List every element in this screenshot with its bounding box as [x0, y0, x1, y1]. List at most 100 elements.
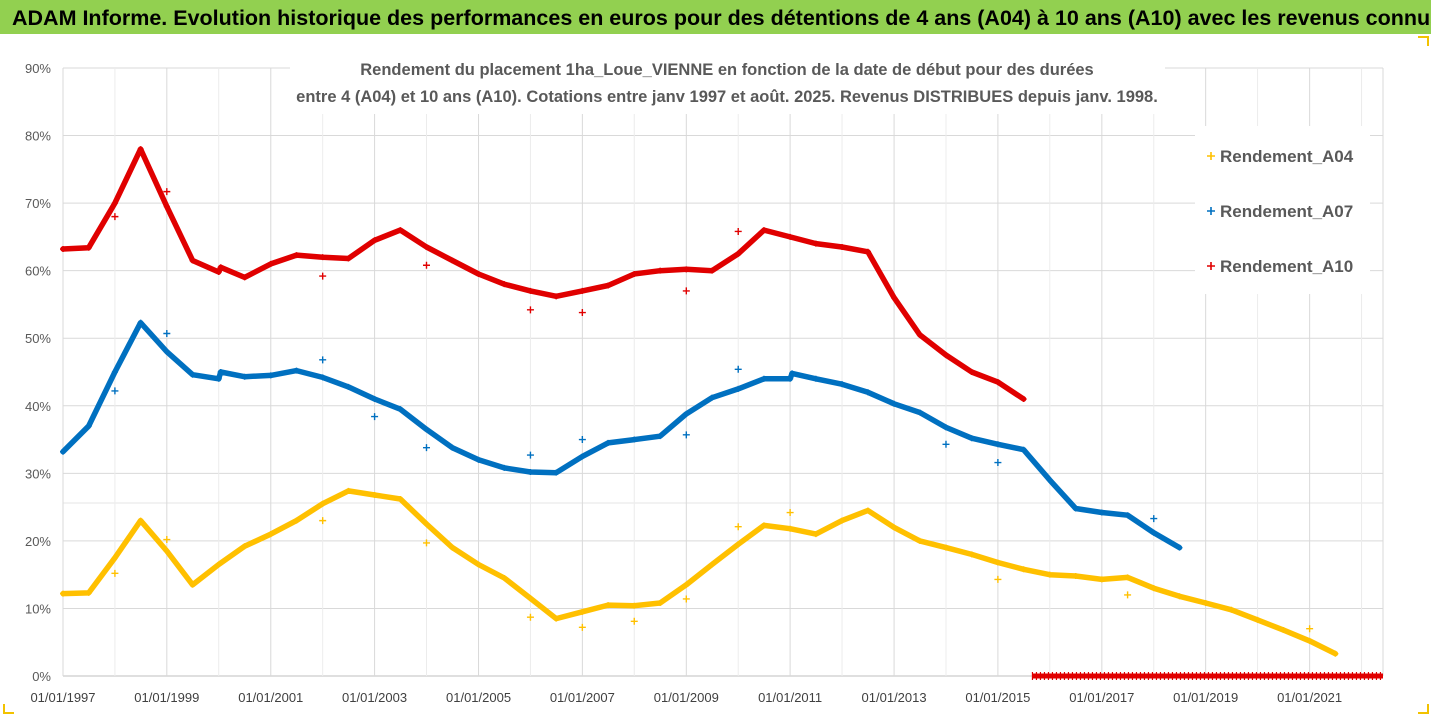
data-point	[839, 381, 846, 388]
data-point	[709, 561, 716, 568]
data-point	[968, 551, 975, 558]
data-point	[137, 146, 144, 153]
data-point	[293, 252, 300, 259]
data-point	[241, 543, 248, 550]
data-point	[968, 435, 975, 442]
x-tick-label: 01/01/2013	[862, 690, 927, 705]
data-point	[1072, 573, 1079, 580]
data-point	[968, 369, 975, 375]
data-point	[501, 464, 508, 471]
series-line	[60, 319, 1183, 551]
data-point	[683, 266, 690, 273]
data-point	[631, 271, 638, 278]
data-point	[371, 491, 378, 498]
data-point	[1176, 593, 1183, 600]
chart-banner-title: ADAM Informe. Evolution historique des p…	[0, 0, 1431, 34]
data-point	[657, 433, 664, 440]
chart-legend: Rendement_A04 Rendement_A07 Rendement_A10	[1195, 126, 1370, 294]
outlier-point	[682, 595, 690, 603]
data-point	[735, 250, 742, 257]
legend-marker	[1207, 207, 1215, 215]
data-point	[449, 444, 456, 451]
data-point	[1098, 509, 1105, 516]
data-point	[137, 319, 144, 326]
outlier-point	[422, 539, 430, 547]
data-point	[657, 600, 664, 607]
data-point	[1332, 650, 1339, 657]
data-point	[189, 371, 196, 378]
outlier-point	[422, 444, 430, 452]
outlier-point	[111, 213, 119, 221]
y-tick-label: 80%	[25, 129, 51, 144]
x-tick-label: 01/01/2009	[654, 690, 719, 705]
data-point	[760, 227, 767, 234]
outlier-point	[526, 451, 534, 459]
data-point	[553, 293, 560, 300]
x-tick-label: 01/01/2005	[446, 690, 511, 705]
outlier-point	[371, 413, 379, 421]
y-tick-label: 40%	[25, 399, 51, 414]
data-point	[942, 544, 949, 551]
data-point	[163, 348, 170, 355]
data-point	[1306, 637, 1313, 644]
data-point	[994, 559, 1001, 566]
data-point	[839, 244, 846, 251]
data-point	[1020, 446, 1027, 453]
outlier-point	[994, 459, 1002, 467]
data-point	[1150, 529, 1157, 536]
outlier-point	[319, 356, 327, 364]
outlier-point	[1306, 625, 1314, 633]
data-point	[1046, 571, 1053, 578]
outlier-point	[163, 329, 171, 337]
data-point	[916, 537, 923, 544]
data-point	[449, 544, 456, 551]
x-tick-label: 01/01/2003	[342, 690, 407, 705]
x-tick-label: 01/01/2007	[550, 690, 615, 705]
data-point	[345, 487, 352, 494]
data-point	[267, 372, 274, 379]
outlier-point	[526, 306, 534, 314]
data-point	[864, 507, 871, 514]
data-point	[735, 541, 742, 548]
data-point	[293, 367, 300, 374]
data-point	[345, 255, 352, 262]
data-point	[241, 274, 248, 281]
data-point	[371, 396, 378, 403]
data-point	[1150, 585, 1157, 592]
data-point	[709, 267, 716, 274]
data-point	[163, 203, 170, 210]
data-point	[85, 244, 92, 251]
data-point	[1280, 627, 1287, 634]
data-point	[475, 561, 482, 568]
data-point	[1124, 574, 1131, 581]
data-point	[85, 589, 92, 596]
outlier-point	[319, 272, 327, 280]
data-point	[111, 554, 118, 561]
data-point	[579, 453, 586, 460]
data-point	[579, 287, 586, 294]
x-tick-label: 01/01/2019	[1173, 690, 1238, 705]
data-point	[60, 246, 66, 253]
outlier-point	[578, 436, 586, 444]
data-point	[527, 287, 534, 294]
series-line	[60, 146, 1027, 402]
data-series	[60, 146, 1383, 680]
data-point	[189, 581, 196, 588]
data-point	[217, 264, 224, 271]
data-point	[1254, 616, 1261, 623]
outlier-point	[1150, 515, 1158, 523]
x-axis-tick-labels: 01/01/1997 01/01/1999 01/01/2001 01/01/2003…	[30, 690, 1342, 705]
title-backdrop	[290, 56, 1165, 114]
y-tick-label: 60%	[25, 264, 51, 279]
data-point	[85, 423, 92, 430]
data-point	[215, 561, 222, 568]
legend-backdrop	[1195, 126, 1370, 294]
y-tick-label: 50%	[25, 331, 51, 346]
data-point	[891, 400, 898, 407]
y-tick-label: 30%	[25, 466, 51, 481]
series-Rendement_A10	[60, 146, 1383, 680]
data-point	[189, 257, 196, 264]
chart-title-line: entre 4 (A04) et 10 ans (A10). Cotations…	[296, 88, 1158, 106]
data-point	[1020, 566, 1027, 573]
data-point	[942, 424, 949, 431]
